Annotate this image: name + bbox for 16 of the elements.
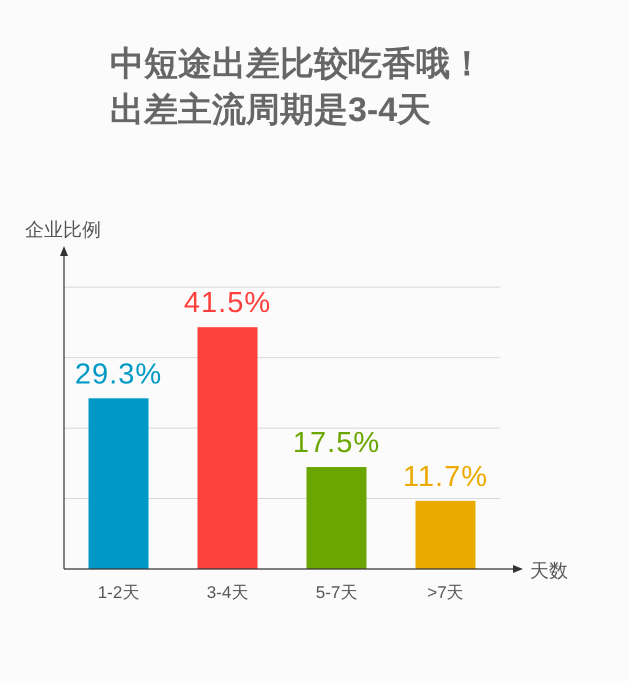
x-tick-label: 3-4天 xyxy=(206,583,248,602)
x-tick-label: 5-7天 xyxy=(316,583,358,602)
bar xyxy=(306,467,366,569)
chart-title: 中短途出差比较吃香哦！ xyxy=(110,45,484,83)
data-label: 17.5% xyxy=(292,427,380,460)
y-axis-title: 企业比例 xyxy=(25,220,101,241)
data-label: 41.5% xyxy=(184,287,272,320)
bar xyxy=(88,398,148,569)
bar xyxy=(416,500,476,569)
x-axis-title: 天数 xyxy=(530,561,568,582)
chart-subtitle: 出差主流周期是3-4天 xyxy=(110,91,432,129)
x-tick-label: >7天 xyxy=(427,583,464,602)
x-tick-label: 1-2天 xyxy=(98,583,140,602)
data-label: 29.3% xyxy=(74,358,162,390)
data-label: 11.7% xyxy=(402,460,488,493)
bar xyxy=(198,327,258,569)
